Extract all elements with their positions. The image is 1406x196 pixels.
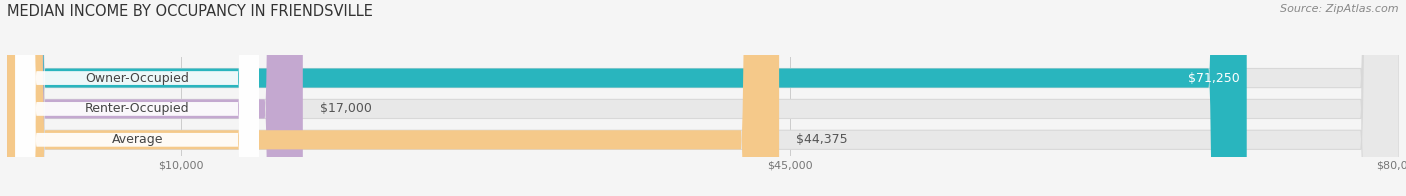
FancyBboxPatch shape	[7, 0, 779, 196]
FancyBboxPatch shape	[15, 0, 259, 196]
FancyBboxPatch shape	[7, 0, 302, 196]
FancyBboxPatch shape	[7, 0, 1399, 196]
FancyBboxPatch shape	[15, 0, 259, 196]
FancyBboxPatch shape	[7, 0, 1399, 196]
Text: Source: ZipAtlas.com: Source: ZipAtlas.com	[1281, 4, 1399, 14]
Text: $44,375: $44,375	[796, 133, 848, 146]
FancyBboxPatch shape	[15, 0, 259, 196]
Text: Average: Average	[111, 133, 163, 146]
Text: Owner-Occupied: Owner-Occupied	[86, 72, 190, 84]
Text: $17,000: $17,000	[319, 103, 371, 115]
Text: MEDIAN INCOME BY OCCUPANCY IN FRIENDSVILLE: MEDIAN INCOME BY OCCUPANCY IN FRIENDSVIL…	[7, 4, 373, 19]
Text: $71,250: $71,250	[1188, 72, 1240, 84]
FancyBboxPatch shape	[7, 0, 1247, 196]
Text: Renter-Occupied: Renter-Occupied	[84, 103, 190, 115]
FancyBboxPatch shape	[7, 0, 1399, 196]
